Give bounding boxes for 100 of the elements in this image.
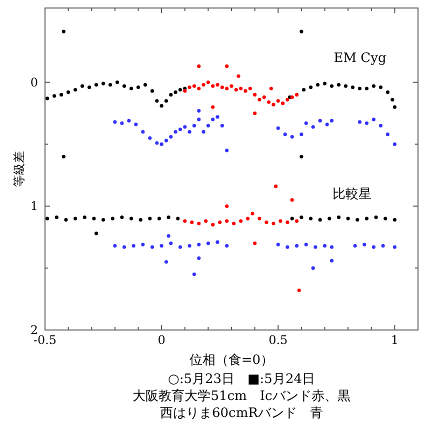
point [174, 130, 178, 134]
point [136, 85, 140, 90]
point [336, 82, 341, 87]
point [225, 64, 229, 68]
point [294, 244, 299, 248]
point [197, 118, 201, 122]
text: 西はりま60cmRバンド 青 [160, 406, 323, 421]
point [54, 216, 58, 220]
point [197, 64, 201, 68]
point [101, 82, 106, 86]
point [374, 216, 378, 220]
point [358, 120, 362, 124]
point [330, 118, 334, 122]
point [328, 216, 332, 220]
point [169, 92, 173, 96]
point [192, 84, 196, 88]
point [46, 216, 50, 220]
point [278, 219, 282, 223]
point [197, 86, 201, 90]
point [204, 219, 208, 223]
point [127, 118, 131, 122]
point [211, 84, 215, 88]
point [160, 244, 164, 248]
x-tick-label: 0 [158, 333, 166, 347]
point [225, 219, 229, 223]
point [316, 82, 320, 87]
point [392, 245, 396, 249]
point [160, 142, 164, 146]
point [304, 121, 308, 125]
point [297, 288, 301, 292]
annotation: EM Cyg [334, 51, 386, 66]
point [122, 245, 126, 249]
point [132, 244, 136, 248]
point [129, 86, 134, 90]
point [197, 222, 201, 226]
point [234, 88, 238, 92]
point [188, 244, 192, 248]
point [164, 99, 168, 103]
point [262, 95, 266, 99]
point [155, 141, 159, 145]
point [239, 219, 243, 223]
point [174, 90, 178, 94]
point [216, 115, 220, 119]
point [183, 125, 187, 129]
point [64, 218, 68, 222]
point [60, 92, 64, 96]
point [206, 242, 210, 246]
point [311, 266, 315, 270]
point [92, 216, 96, 220]
point [330, 84, 334, 88]
point [392, 105, 396, 109]
y-axis-title: 等級差 [12, 151, 26, 187]
point [258, 98, 262, 102]
point [183, 219, 187, 223]
point [346, 216, 350, 220]
point [115, 80, 120, 84]
point [280, 102, 285, 106]
point [248, 86, 252, 90]
point [129, 216, 134, 220]
point [318, 118, 322, 122]
point [330, 245, 334, 249]
point [314, 245, 318, 249]
point [46, 96, 50, 100]
point [166, 216, 170, 220]
point [120, 121, 124, 125]
point [150, 89, 154, 93]
point [274, 184, 278, 188]
point [390, 98, 394, 102]
point [269, 86, 273, 90]
point [267, 100, 271, 104]
point [164, 260, 168, 264]
text: ○:5月23日 ■:5月24日 [168, 372, 316, 387]
point [356, 218, 360, 222]
point [178, 88, 182, 92]
point [122, 84, 126, 88]
point [169, 135, 173, 139]
point [150, 245, 154, 249]
point [225, 86, 229, 90]
point [232, 222, 236, 226]
y-tick-label: 1 [30, 199, 38, 214]
point [286, 220, 290, 224]
point [197, 108, 201, 113]
point [225, 148, 229, 152]
point [392, 218, 396, 222]
point [294, 92, 299, 96]
point [74, 88, 78, 92]
point [362, 242, 366, 246]
point [272, 222, 276, 226]
point [300, 154, 304, 158]
x-axis-title: 位相（食=0） [189, 353, 274, 368]
point [52, 94, 56, 98]
point [384, 216, 388, 220]
point [253, 92, 257, 96]
point [381, 244, 385, 248]
point [308, 85, 313, 90]
point [188, 130, 192, 134]
point [364, 86, 369, 90]
point [311, 125, 315, 129]
point [336, 216, 341, 220]
point [358, 86, 362, 90]
